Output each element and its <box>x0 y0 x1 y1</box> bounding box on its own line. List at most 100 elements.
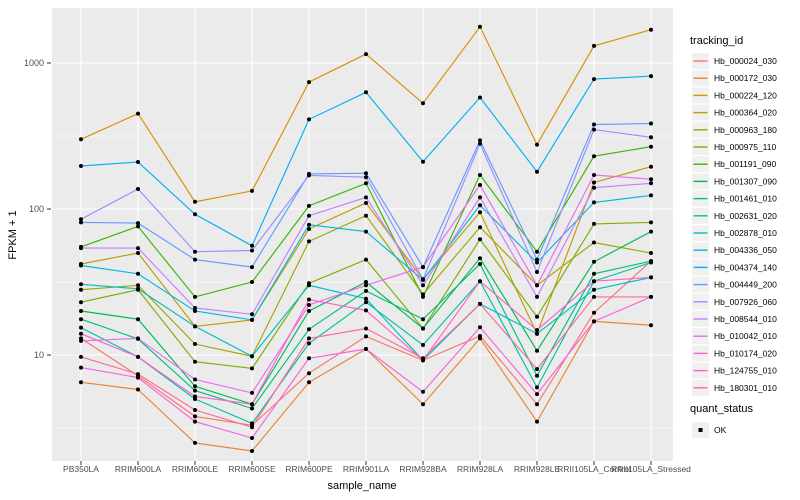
data-point <box>79 380 83 385</box>
data-point <box>250 390 254 395</box>
data-point <box>421 265 425 270</box>
legend-label: Hb_001307_090 <box>714 176 777 186</box>
data-point <box>592 122 596 127</box>
data-point <box>307 80 311 85</box>
data-point <box>307 356 311 361</box>
data-point <box>478 141 482 146</box>
data-point <box>421 159 425 164</box>
data-point <box>136 251 140 255</box>
legend-entry: Hb_002631_020 <box>692 207 777 224</box>
data-point <box>136 160 140 164</box>
data-point <box>364 171 368 176</box>
data-point <box>649 275 653 280</box>
x-tick-label: RRII105LA_Control <box>557 464 631 474</box>
data-point <box>250 312 254 317</box>
legend-entry: Hb_004449_200 <box>692 276 777 293</box>
data-point <box>250 449 254 453</box>
data-point <box>193 440 197 445</box>
data-point <box>193 249 197 254</box>
legend-label: Hb_180301_010 <box>714 383 777 393</box>
x-tick-label: RRIM600SE <box>228 464 276 474</box>
data-point <box>364 181 368 186</box>
y-tick-label: 10 <box>34 350 44 360</box>
data-point <box>136 336 140 341</box>
data-point <box>307 327 311 332</box>
data-point <box>136 111 140 116</box>
legend-label: Hb_008544_010 <box>714 314 777 324</box>
data-point <box>364 288 368 293</box>
data-point <box>535 169 539 174</box>
legend-label: Hb_000172_030 <box>714 73 777 83</box>
data-point <box>649 260 653 265</box>
legend-label: Hb_002631_020 <box>714 211 777 221</box>
data-point <box>250 425 254 430</box>
data-point <box>364 195 368 200</box>
data-point <box>364 213 368 218</box>
data-point <box>535 419 539 424</box>
data-point <box>136 224 140 229</box>
data-point <box>307 380 311 385</box>
quant-legend-label: OK <box>714 425 727 435</box>
legend-label: Hb_000963_180 <box>714 125 777 135</box>
legend-label: Hb_001461_010 <box>714 194 777 204</box>
legend-label: Hb_004336_050 <box>714 245 777 255</box>
data-point <box>193 294 197 299</box>
legend-entry: Hb_001191_090 <box>692 156 777 173</box>
data-point <box>649 27 653 32</box>
legend-entry: Hb_004336_050 <box>692 242 777 259</box>
data-point <box>250 243 254 248</box>
data-point <box>364 201 368 205</box>
data-point <box>364 175 368 180</box>
data-point <box>592 185 596 190</box>
x-tick-label: RRIM928LA <box>457 464 504 474</box>
data-point <box>250 317 254 322</box>
legend-label: Hb_004374_140 <box>714 262 777 272</box>
data-point <box>79 220 83 225</box>
data-point <box>79 331 83 336</box>
data-point <box>307 117 311 122</box>
data-point <box>193 388 197 393</box>
data-point <box>535 283 539 288</box>
data-point <box>307 303 311 307</box>
data-point <box>649 294 653 299</box>
data-point <box>307 309 311 313</box>
data-point <box>421 101 425 106</box>
data-point <box>193 408 197 412</box>
data-point <box>307 227 311 231</box>
data-point <box>649 251 653 255</box>
data-point <box>535 260 539 265</box>
data-point <box>364 308 368 313</box>
data-point <box>136 387 140 392</box>
legend: Hb_000024_030 Hb_000172_030 Hb_000224_120 H… <box>692 53 777 396</box>
data-point <box>79 365 83 370</box>
data-point <box>535 392 539 397</box>
legend-entry: Hb_010174_020 <box>692 345 777 362</box>
legend-label: Hb_000975_110 <box>714 142 777 152</box>
legend-entry: Hb_010042_010 <box>692 328 777 345</box>
data-point <box>79 300 83 305</box>
data-point <box>250 436 254 440</box>
data-point <box>649 193 653 198</box>
axes: 10 100 1000 PB350LA RRIM600LA RRIM600LE RRIM60… <box>24 58 691 474</box>
data-point <box>364 257 368 262</box>
data-point <box>478 203 482 208</box>
x-tick-label: RRIM901LA <box>343 464 390 474</box>
data-point <box>307 283 311 288</box>
data-point <box>592 180 596 185</box>
legend-entry: Hb_001307_090 <box>692 173 777 190</box>
data-point <box>307 203 311 208</box>
data-point <box>250 366 254 371</box>
data-point <box>535 294 539 299</box>
data-point <box>364 90 368 95</box>
data-point <box>592 154 596 159</box>
data-point <box>478 262 482 266</box>
data-point <box>478 195 482 200</box>
x-tick-label: RRIM928BA <box>399 464 447 474</box>
data-point <box>649 229 653 234</box>
data-point <box>364 347 368 351</box>
x-tick-label: RRIM928LE <box>514 464 561 474</box>
data-point <box>307 297 311 302</box>
data-point <box>478 225 482 230</box>
data-point <box>79 338 83 343</box>
